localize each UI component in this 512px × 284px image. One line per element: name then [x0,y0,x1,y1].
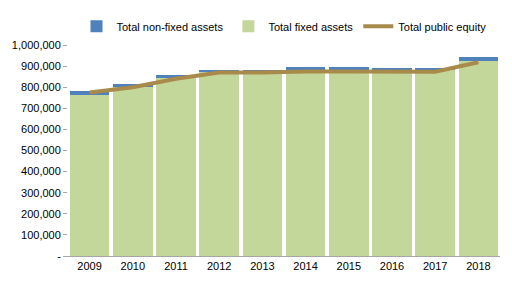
svg-text:2009: 2009 [77,260,101,272]
svg-text:800,000: 800,000 [21,81,61,93]
svg-text:600,000: 600,000 [21,123,61,135]
svg-text:2018: 2018 [466,260,490,272]
svg-text:200,000: 200,000 [21,208,61,220]
svg-text:900,000: 900,000 [21,60,61,72]
svg-text:2014: 2014 [293,260,317,272]
svg-text:2015: 2015 [337,260,361,272]
svg-text:2010: 2010 [121,260,145,272]
svg-text:1,000,000: 1,000,000 [12,39,61,51]
svg-text:2017: 2017 [423,260,447,272]
svg-text:-: - [57,250,61,262]
svg-text:2011: 2011 [164,260,188,272]
svg-text:Total public equity: Total public equity [398,21,486,33]
svg-text:Total fixed assets: Total fixed assets [268,21,353,33]
svg-text:400,000: 400,000 [21,165,61,177]
svg-text:300,000: 300,000 [21,187,61,199]
svg-text:500,000: 500,000 [21,144,61,156]
svg-text:2013: 2013 [250,260,274,272]
svg-text:Total non-fixed assets: Total non-fixed assets [117,21,224,33]
svg-text:2012: 2012 [207,260,231,272]
svg-text:2016: 2016 [380,260,404,272]
svg-text:700,000: 700,000 [21,102,61,114]
svg-text:100,000: 100,000 [21,229,61,241]
